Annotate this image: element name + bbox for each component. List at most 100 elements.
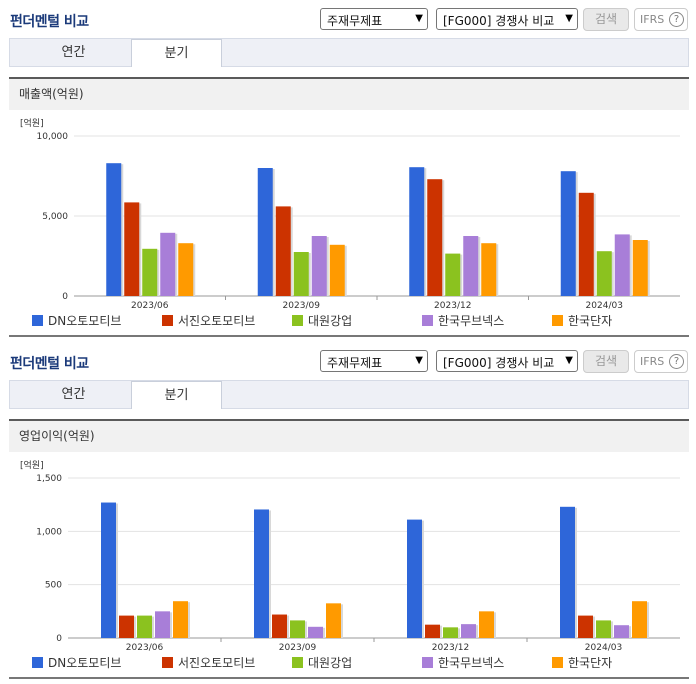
financial-statement-select[interactable]: 주재무제표 ▼ xyxy=(320,8,428,30)
bar[interactable] xyxy=(272,614,287,638)
legend-item[interactable]: DN오토모티브 xyxy=(32,313,121,329)
fundamental-panel-2: 펀더멘털 비교 주재무제표 ▼ [FG000] 경쟁사 비교 ▼ 검색 IFRS… xyxy=(0,342,696,684)
chevron-down-icon: ▼ xyxy=(565,13,573,24)
help-icon[interactable]: ? xyxy=(669,354,684,369)
bar[interactable] xyxy=(614,625,629,638)
bar[interactable] xyxy=(137,615,152,638)
x-tick-label: 2023/06 xyxy=(126,643,164,653)
tab-annual[interactable]: 연간 xyxy=(61,387,86,402)
ifrs-label: IFRS xyxy=(640,13,665,26)
bar[interactable] xyxy=(326,603,341,638)
y-tick-label: 5,000 xyxy=(42,212,68,222)
legend-item[interactable]: 대원강업 xyxy=(292,313,352,329)
legend-item[interactable]: 한국무브넥스 xyxy=(422,655,504,671)
bar[interactable] xyxy=(275,206,291,296)
bar[interactable] xyxy=(425,624,440,638)
legend-label: 한국무브넥스 xyxy=(438,314,505,328)
bar[interactable] xyxy=(257,168,273,296)
bar[interactable] xyxy=(481,243,497,296)
peer-group-select[interactable]: [FG000] 경쟁사 비교 ▼ xyxy=(436,8,578,30)
bar[interactable] xyxy=(443,627,458,638)
legend-swatch xyxy=(162,315,173,326)
bar[interactable] xyxy=(596,251,612,296)
bar[interactable] xyxy=(479,611,494,638)
legend-item[interactable]: 한국단자 xyxy=(552,313,612,329)
y-tick-label: 1,000 xyxy=(36,527,62,537)
bar[interactable] xyxy=(119,615,134,638)
bar[interactable] xyxy=(311,236,327,296)
bar[interactable] xyxy=(124,202,140,296)
legend-swatch xyxy=(422,315,433,326)
y-tick-label: 10,000 xyxy=(37,132,69,142)
period-tabs: 연간 분기 xyxy=(9,38,689,67)
bar[interactable] xyxy=(578,192,594,296)
bar[interactable] xyxy=(155,611,170,638)
bar[interactable] xyxy=(407,519,422,638)
bar[interactable] xyxy=(445,253,461,296)
divider xyxy=(9,335,689,337)
bar[interactable] xyxy=(106,163,122,296)
select-value: [FG000] 경쟁사 비교 xyxy=(443,356,555,370)
legend-item[interactable]: 한국무브넥스 xyxy=(422,313,504,329)
bar[interactable] xyxy=(178,243,194,296)
bar[interactable] xyxy=(329,244,345,296)
legend-swatch xyxy=(292,315,303,326)
legend-item[interactable]: 서진오토모티브 xyxy=(162,313,255,329)
legend-label: 서진오토모티브 xyxy=(178,656,256,670)
panel-title: 펀더멘털 비교 xyxy=(10,14,89,30)
search-button[interactable]: 검색 xyxy=(583,8,629,31)
chevron-down-icon: ▼ xyxy=(415,13,423,24)
legend-swatch xyxy=(162,657,173,668)
tab-annual[interactable]: 연간 xyxy=(61,45,86,60)
bar[interactable] xyxy=(254,509,269,638)
bar[interactable] xyxy=(293,252,309,296)
legend-label: 대원강업 xyxy=(308,314,353,328)
legend-label: DN오토모티브 xyxy=(48,314,122,328)
bar[interactable] xyxy=(409,167,425,296)
legend-label: 서진오토모티브 xyxy=(178,314,256,328)
bar[interactable] xyxy=(578,615,593,638)
search-button[interactable]: 검색 xyxy=(583,350,629,373)
legend-item[interactable]: 대원강업 xyxy=(292,655,352,671)
legend-label: 대원강업 xyxy=(308,656,353,670)
bar[interactable] xyxy=(142,248,158,296)
tab-quarterly[interactable]: 분기 xyxy=(131,39,222,67)
bar[interactable] xyxy=(632,601,647,638)
bar[interactable] xyxy=(463,236,479,296)
legend-item[interactable]: DN오토모티브 xyxy=(32,655,121,671)
operating-profit-chart: [억원] 0 500 1,000 1,500 2023/06 2023/09 2023/12 2… xyxy=(20,459,680,653)
legend-item[interactable]: 한국단자 xyxy=(552,655,612,671)
bar[interactable] xyxy=(461,624,476,638)
legend-item[interactable]: 서진오토모티브 xyxy=(162,655,255,671)
x-tick-label: 2023/12 xyxy=(432,643,469,653)
section-title: 영업이익(억원) xyxy=(9,419,689,452)
bar[interactable] xyxy=(632,240,648,296)
x-tick-label: 2023/12 xyxy=(434,301,471,311)
bar[interactable] xyxy=(160,232,176,296)
bar[interactable] xyxy=(560,171,576,296)
legend-swatch xyxy=(552,315,563,326)
bar[interactable] xyxy=(614,234,630,296)
legend-label: 한국단자 xyxy=(568,656,613,670)
panel-header: 펀더멘털 비교 주재무제표 ▼ [FG000] 경쟁사 비교 ▼ 검색 IFRS… xyxy=(0,342,696,380)
help-icon[interactable]: ? xyxy=(669,12,684,27)
ifrs-button[interactable]: IFRS ? xyxy=(634,8,688,31)
bar[interactable] xyxy=(560,506,575,638)
y-tick-label: 0 xyxy=(62,292,68,302)
financial-statement-select[interactable]: 주재무제표 ▼ xyxy=(320,350,428,372)
legend-label: 한국무브넥스 xyxy=(438,656,505,670)
bar[interactable] xyxy=(596,620,611,638)
legend-label: DN오토모티브 xyxy=(48,656,122,670)
period-tabs: 연간 분기 xyxy=(9,380,689,409)
peer-group-select[interactable]: [FG000] 경쟁사 비교 ▼ xyxy=(436,350,578,372)
bar[interactable] xyxy=(290,620,305,638)
bar[interactable] xyxy=(101,502,116,638)
tab-quarterly[interactable]: 분기 xyxy=(131,381,222,409)
bar[interactable] xyxy=(173,601,188,638)
legend-swatch xyxy=(292,657,303,668)
ifrs-button[interactable]: IFRS ? xyxy=(634,350,688,373)
bar[interactable] xyxy=(427,179,443,296)
y-tick-label: 0 xyxy=(56,634,62,644)
panel-title: 펀더멘털 비교 xyxy=(10,356,89,372)
bar[interactable] xyxy=(308,626,323,638)
